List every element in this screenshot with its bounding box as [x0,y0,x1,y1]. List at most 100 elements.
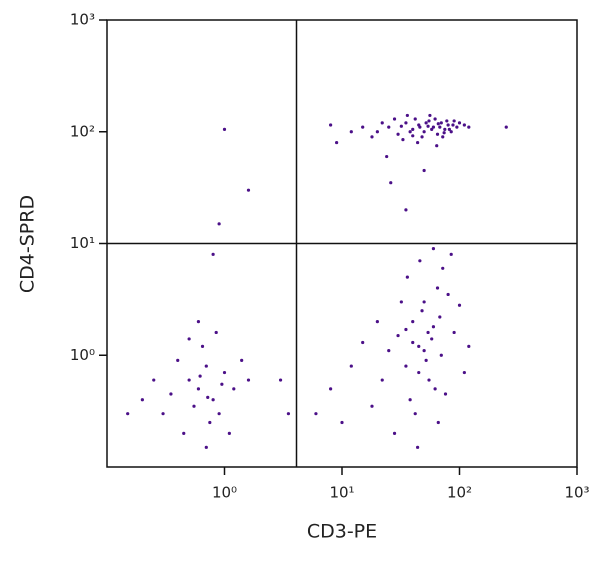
point [396,333,400,338]
point [428,113,432,118]
y-tick-label: 10² [70,122,95,140]
point [504,125,508,129]
point [462,123,466,127]
point [361,125,365,129]
y-axis-label: CD4-SPRD [17,195,39,293]
point [418,259,422,263]
point [431,125,436,129]
point [246,378,251,382]
point [340,420,344,425]
point [436,420,440,425]
point [418,125,422,129]
point [422,168,426,173]
point [457,303,462,307]
point [445,119,449,123]
point [198,374,202,378]
point [413,117,417,121]
point [452,330,456,335]
point [443,392,448,396]
point [380,121,384,125]
point [404,121,408,125]
point [380,378,384,382]
point [411,320,415,324]
point [399,300,403,304]
point [467,344,471,349]
x-tick-label: 10² [447,484,472,502]
point [375,130,379,134]
point [211,252,215,256]
point [467,125,471,129]
point [335,140,339,145]
point [426,330,430,335]
point [404,327,408,332]
point [430,337,434,341]
point [430,127,434,131]
point [431,247,436,251]
point [126,412,130,416]
point [314,412,318,416]
point [422,349,426,353]
point [439,121,443,125]
point [408,130,412,134]
point [217,412,221,416]
point [222,370,227,375]
point [438,125,442,129]
point [370,135,374,139]
point [161,412,165,416]
point [211,398,215,402]
x-tick-label: 10¹ [329,484,354,502]
point [286,412,291,416]
point [439,353,443,357]
point [416,140,420,145]
point [447,127,451,131]
point [405,113,409,118]
point [436,122,440,126]
point [375,320,379,324]
x-tick-label: 10³ [564,484,589,502]
point [392,431,397,435]
point [420,309,424,313]
point [204,364,208,368]
point [349,130,353,134]
point [449,252,453,256]
point [385,154,389,159]
point [441,135,445,139]
point [387,349,391,353]
point [404,364,408,368]
point [329,387,333,391]
point [361,340,365,345]
x-axis-label: CD3-PE [307,521,377,543]
point [427,119,431,123]
point [426,124,430,128]
point [442,131,446,135]
point [411,134,415,138]
point [435,286,440,290]
point [405,275,409,279]
point [182,431,186,435]
point [387,125,391,129]
point [401,138,405,142]
point [424,121,428,125]
point [196,320,201,324]
point [433,387,437,391]
point [204,445,208,449]
point [438,315,442,319]
point [392,117,397,121]
point [446,123,450,127]
point [278,378,283,382]
point [227,431,231,435]
point [411,127,415,131]
point [451,123,455,127]
point [169,392,173,396]
point [441,266,445,270]
point [214,330,218,335]
point [240,358,244,362]
point [417,344,421,349]
point [427,378,431,382]
point [404,208,408,212]
point [422,300,426,304]
point [396,132,400,136]
point [217,222,221,226]
point [200,344,205,349]
